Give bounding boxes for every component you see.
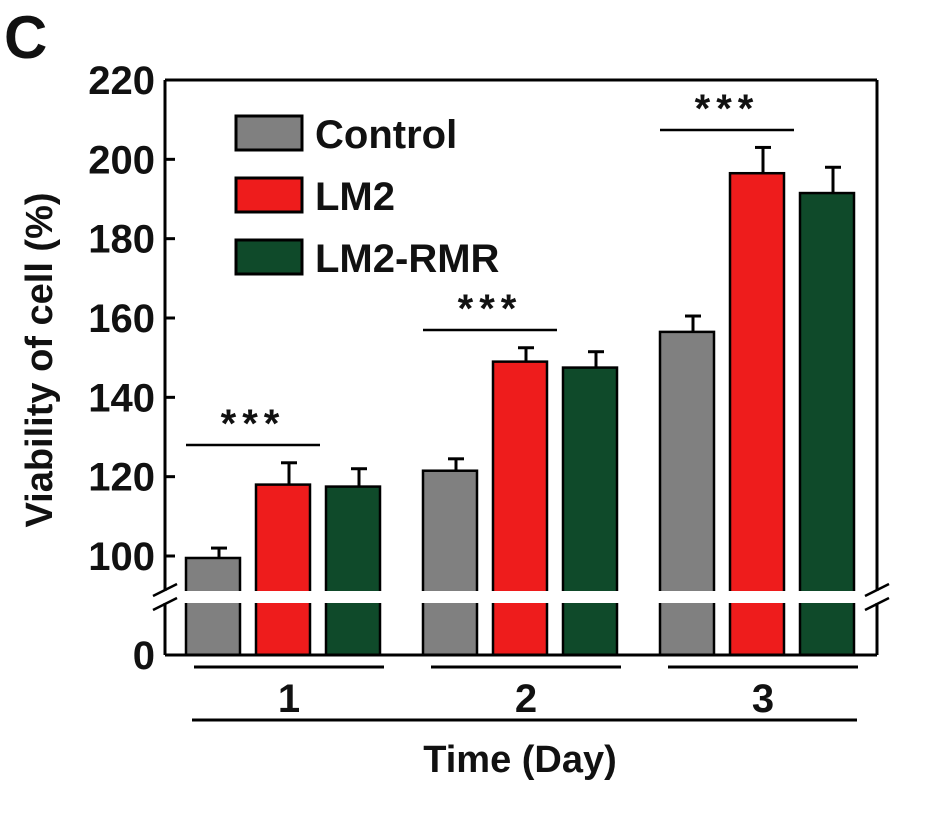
bar-control-day-3 (658, 330, 716, 657)
legend-label-lm2-rmr: LM2-RMR (315, 237, 500, 281)
legend-label-control: Control (315, 113, 457, 157)
break-mark-right-upper (864, 582, 890, 598)
bar-control-day-1 (184, 556, 242, 657)
significance-label-day-1: *** (221, 402, 286, 446)
legend-swatch-control (234, 114, 304, 152)
bar-lm2-day-1 (254, 483, 312, 657)
y-tick-label-220: 220 (88, 59, 155, 103)
x-tick-label-day-2: 2 (515, 677, 537, 721)
legend-label-lm2: LM2 (315, 175, 395, 219)
bar-lm2-day-2 (491, 360, 549, 657)
y-tick-label-100: 100 (88, 535, 155, 579)
x-categories-layer: 1 2 3 (192, 665, 858, 722)
break-mark-left-lower (152, 596, 178, 612)
bar-lm2-rmr-day-3 (798, 191, 856, 657)
y-tick-label-160: 160 (88, 297, 155, 341)
significance-label-day-2: *** (458, 287, 523, 331)
y-tick-label-140: 140 (88, 376, 155, 420)
x-tick-label-day-3: 3 (752, 677, 774, 721)
y-axis-label: Viability of cell (%) (19, 192, 61, 527)
plot-frame (152, 78, 890, 657)
bar-lm2-rmr-day-1 (324, 485, 382, 657)
error-bars-layer (211, 145, 841, 558)
y-tick-label-180: 180 (88, 218, 155, 262)
break-mark-right-lower (864, 596, 890, 612)
significance-layer: *** *** *** (186, 87, 794, 447)
bar-lm2-day-3 (728, 171, 786, 657)
y-tick-label-120: 120 (88, 456, 155, 500)
legend-swatch-lm2 (234, 176, 304, 214)
y-ticks-layer: 0 100 120 140 160 180 200 220 (88, 59, 175, 678)
bar-control-day-2 (421, 469, 479, 657)
legend-swatch-lm2-rmr (234, 238, 304, 276)
panel-label: C (4, 4, 47, 71)
y-tick-label-200: 200 (88, 138, 155, 182)
bar-lm2-rmr-day-2 (561, 366, 619, 657)
axis-break-band (163, 591, 879, 603)
break-mark-left-upper (152, 582, 178, 598)
x-tick-label-day-1: 1 (278, 677, 300, 721)
x-axis-label: Time (Day) (423, 739, 617, 781)
significance-label-day-3: *** (695, 87, 760, 131)
legend: Control LM2 LM2-RMR (234, 113, 500, 281)
y-tick-label-0: 0 (133, 634, 155, 678)
